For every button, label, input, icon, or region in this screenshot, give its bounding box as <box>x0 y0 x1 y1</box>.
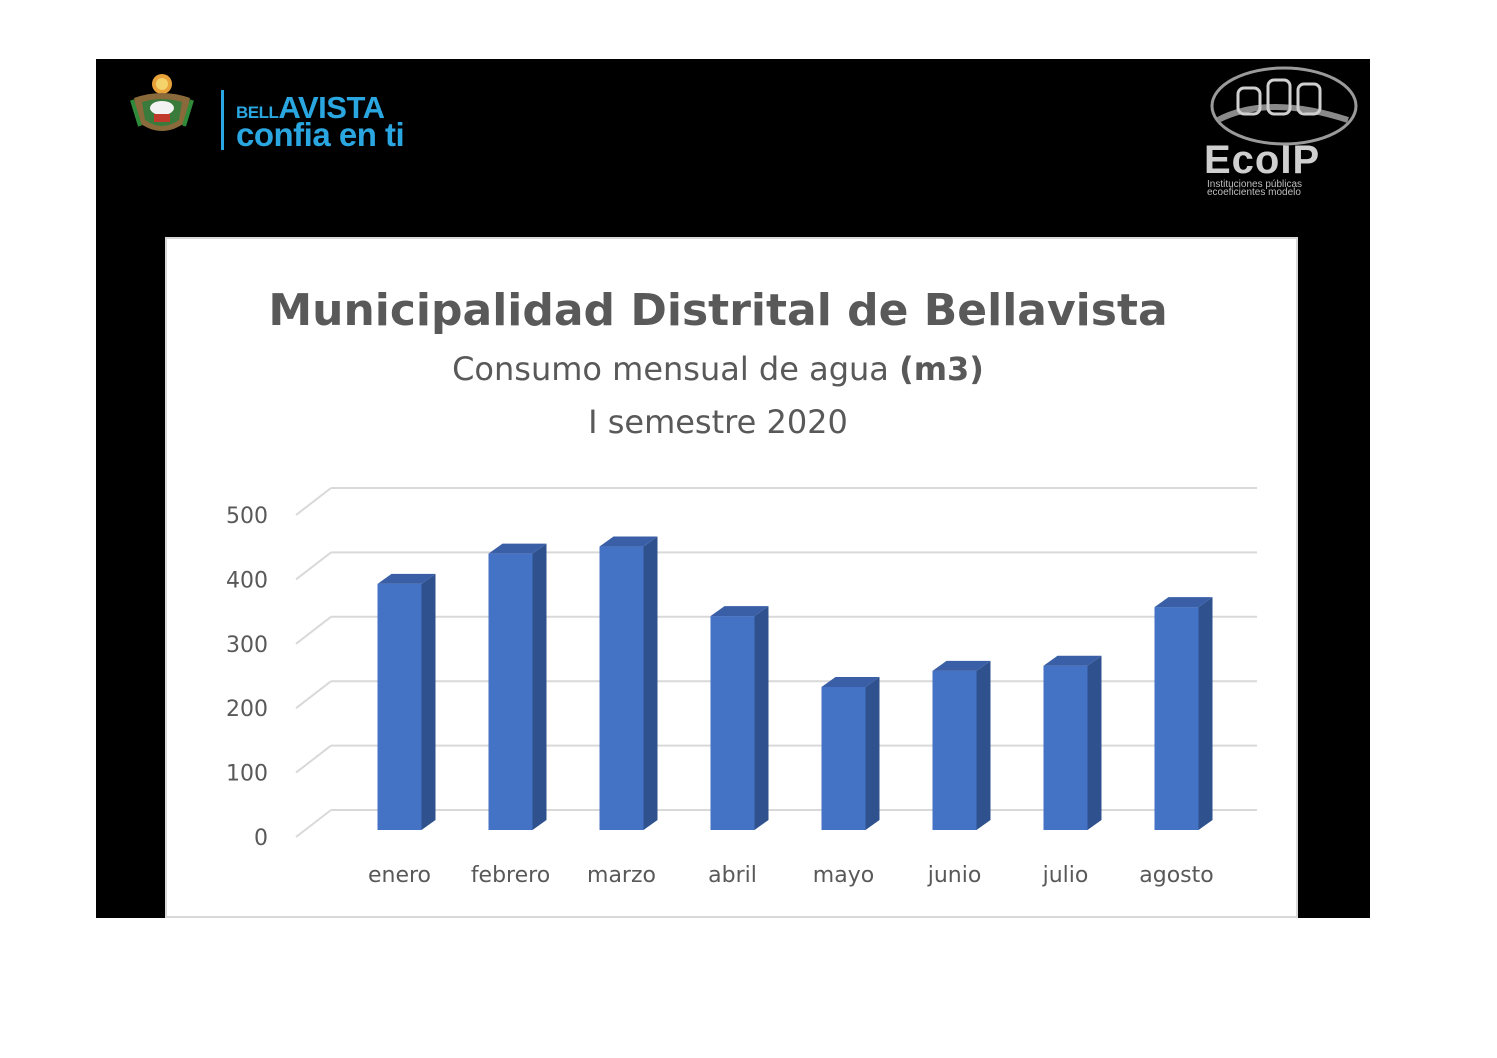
bar <box>599 546 644 830</box>
y-tick-label: 300 <box>226 633 268 658</box>
bar <box>488 553 533 830</box>
gridline-diagonal <box>295 809 332 838</box>
bar <box>377 583 422 830</box>
gridline-diagonal <box>295 551 332 581</box>
bar-side <box>532 543 547 830</box>
y-tick-label: 100 <box>226 762 268 787</box>
bar-top <box>1154 597 1213 608</box>
bar-top <box>821 676 880 687</box>
x-category-label: abril <box>708 863 757 888</box>
bar-top <box>377 573 436 584</box>
gridline-diagonal <box>295 487 332 516</box>
brand-small-text: BELL <box>236 103 279 122</box>
ecoip-buildings-icon <box>1210 66 1358 146</box>
bar-side <box>643 536 658 830</box>
y-tick-label: 400 <box>226 568 268 593</box>
ecoip-tagline-2: ecoeficientes modelo <box>1207 187 1301 198</box>
bar-top <box>932 660 991 671</box>
logo-divider <box>221 90 224 150</box>
bar-side <box>421 573 436 830</box>
chart-subtitle-unit: (m3) <box>899 350 984 388</box>
bar <box>1043 665 1088 830</box>
y-tick-label: 500 <box>226 504 268 529</box>
brand-slogan: confia en ti <box>236 116 405 153</box>
x-category-label: julio <box>1042 863 1089 888</box>
bar-top <box>710 606 769 617</box>
y-tick-label: 0 <box>254 826 268 851</box>
bar-side <box>1198 597 1213 830</box>
gridline-diagonal <box>295 680 332 709</box>
bar-top <box>488 543 547 554</box>
bar-top <box>599 536 658 547</box>
x-category-label: junio <box>927 863 982 888</box>
bar-side <box>1087 655 1102 830</box>
chart-subtitle-main: Consumo mensual de agua <box>452 350 899 388</box>
brand-logo-text: BELLAVISTA <box>236 90 385 126</box>
x-category-label: marzo <box>587 863 656 888</box>
x-category-label: febrero <box>471 863 550 888</box>
bar <box>1154 607 1199 830</box>
bar <box>710 616 755 830</box>
ecoip-tagline-1: Instituciones públicas <box>1207 179 1303 190</box>
gridline-diagonal <box>295 616 332 645</box>
chart-subtitle-line-1: Consumo mensual de agua (m3) <box>452 350 984 388</box>
bar-side <box>754 606 769 830</box>
gridline-diagonal <box>295 744 332 774</box>
chart-title: Municipalidad Distrital de Bellavista <box>268 285 1167 336</box>
brand-large-text: AVISTA <box>278 90 385 125</box>
bar <box>821 686 866 830</box>
bar-side <box>976 660 991 830</box>
bar <box>932 670 977 830</box>
x-category-label: mayo <box>813 863 874 888</box>
ecoip-logo-text: EcoIP <box>1204 138 1321 182</box>
x-category-label: agosto <box>1139 863 1213 888</box>
municipal-crest-icon <box>130 74 194 131</box>
bar-top <box>1043 655 1102 666</box>
y-tick-label: 200 <box>226 697 268 722</box>
chart-subtitle-line-2: I semestre 2020 <box>588 403 848 441</box>
x-category-label: enero <box>368 863 431 888</box>
bar-side <box>865 676 880 830</box>
